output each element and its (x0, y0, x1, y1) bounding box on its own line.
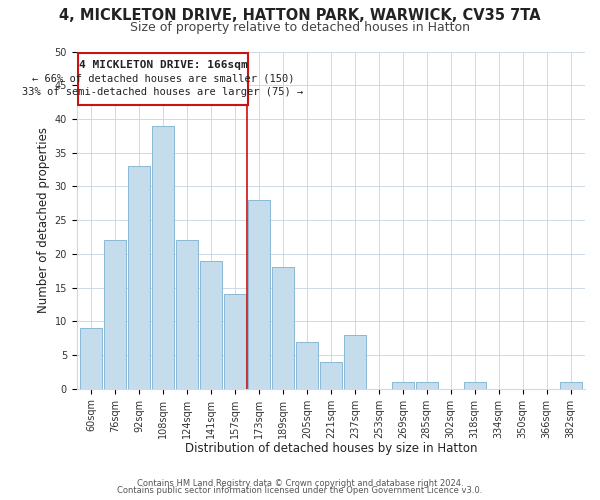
Bar (224, 294, 246, 388)
Text: 33% of semi-detached houses are larger (75) →: 33% of semi-detached houses are larger (… (22, 86, 304, 97)
Y-axis label: Number of detached properties: Number of detached properties (37, 127, 50, 313)
Bar (296, 342, 318, 388)
Bar (392, 382, 414, 388)
X-axis label: Distribution of detached houses by size in Hatton: Distribution of detached houses by size … (185, 442, 477, 455)
Text: ← 66% of detached houses are smaller (150): ← 66% of detached houses are smaller (15… (32, 73, 294, 83)
Bar (320, 362, 342, 388)
Text: 4 MICKLETON DRIVE: 166sqm: 4 MICKLETON DRIVE: 166sqm (79, 60, 247, 70)
Bar (200, 260, 222, 388)
Text: Contains public sector information licensed under the Open Government Licence v3: Contains public sector information licen… (118, 486, 482, 495)
Bar (560, 382, 581, 388)
Bar (80, 328, 102, 388)
FancyBboxPatch shape (78, 53, 248, 106)
Bar (128, 166, 150, 388)
Text: 4, MICKLETON DRIVE, HATTON PARK, WARWICK, CV35 7TA: 4, MICKLETON DRIVE, HATTON PARK, WARWICK… (59, 8, 541, 22)
Bar (272, 268, 294, 388)
Bar (176, 240, 198, 388)
Bar (152, 126, 174, 388)
Bar (104, 240, 126, 388)
Bar (464, 382, 486, 388)
Bar (416, 382, 438, 388)
Bar (248, 200, 270, 388)
Bar (344, 335, 366, 388)
Text: Size of property relative to detached houses in Hatton: Size of property relative to detached ho… (130, 21, 470, 34)
Text: Contains HM Land Registry data © Crown copyright and database right 2024.: Contains HM Land Registry data © Crown c… (137, 478, 463, 488)
